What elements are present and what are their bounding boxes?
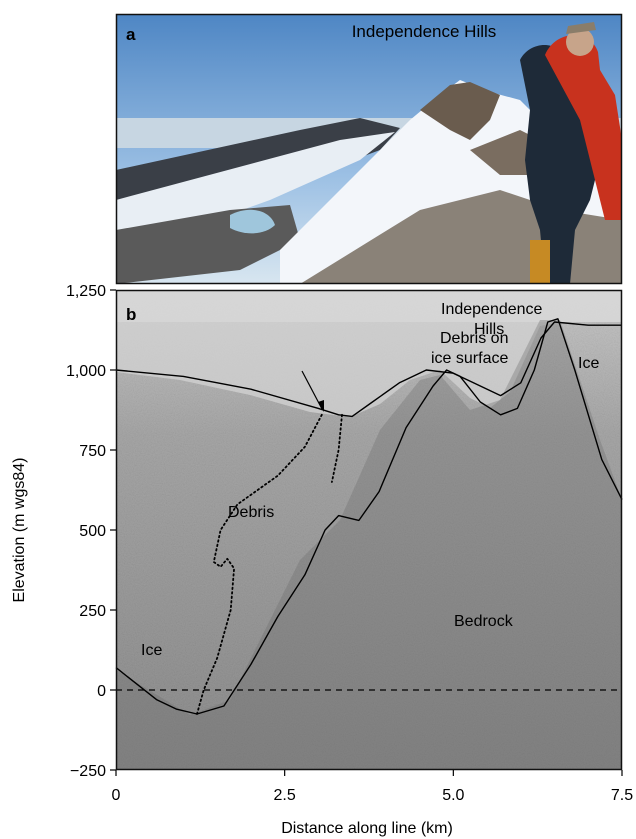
y-tick-label: 1,000 xyxy=(66,363,106,380)
profile-lines xyxy=(115,318,623,715)
annotation-debris-surface-2: ice surface xyxy=(431,350,508,367)
x-tick-label: 5.0 xyxy=(442,787,464,804)
annotation-ice-left: Ice xyxy=(141,642,162,659)
glacier-snow xyxy=(116,132,395,240)
panel-b-label: b xyxy=(126,305,136,324)
panel-a-frame xyxy=(115,13,623,285)
surface-band xyxy=(116,290,622,322)
annotation-bedrock: Bedrock xyxy=(454,613,514,630)
x-tick-label: 0 xyxy=(112,787,121,804)
x-tick-label: 2.5 xyxy=(274,787,296,804)
y-tick-label: 750 xyxy=(79,443,106,460)
y-axis-ticks: 1,250 1,000 750 500 250 0 −250 xyxy=(66,283,116,780)
annotation-debris-surface-1: Debris on xyxy=(440,330,508,347)
panel-a-photo xyxy=(116,14,622,284)
y-tick-label: −250 xyxy=(70,763,106,780)
y-tick-label: 500 xyxy=(79,523,106,540)
x-axis-ticks: 0 2.5 5.0 7.5 xyxy=(112,770,633,804)
person-cap xyxy=(566,22,596,34)
profile-line-4 xyxy=(330,413,343,483)
melt-pond xyxy=(230,209,275,234)
annotation-arrow-head xyxy=(318,400,324,412)
person-red-jacket xyxy=(545,35,622,221)
annotation-debris: Debris xyxy=(228,504,274,521)
annotation-hills-1: Independence xyxy=(441,301,543,318)
radargram-background xyxy=(116,290,622,770)
y-tick-label: 250 xyxy=(79,603,106,620)
person-head xyxy=(566,28,594,56)
y-tick-label: 0 xyxy=(97,683,106,700)
x-tick-label: 7.5 xyxy=(611,787,633,804)
x-axis-label: Distance along line (km) xyxy=(281,820,453,837)
panel-a-caption: Independence Hills xyxy=(352,22,497,41)
mountain-peak-rock xyxy=(420,82,500,140)
profile-line-3 xyxy=(196,413,323,715)
panel-a-label: a xyxy=(126,25,136,44)
annotation-ice-right: Ice xyxy=(578,355,599,372)
profile-line-2 xyxy=(115,318,623,715)
panel-b-frame xyxy=(115,289,623,771)
y-tick-label: 1,250 xyxy=(66,283,106,300)
annotation-hills-2: Hills xyxy=(474,321,504,338)
y-axis-label: Elevation (m wgs84) xyxy=(11,458,28,603)
person-boots xyxy=(530,240,550,284)
bedrock-shade xyxy=(116,320,622,770)
